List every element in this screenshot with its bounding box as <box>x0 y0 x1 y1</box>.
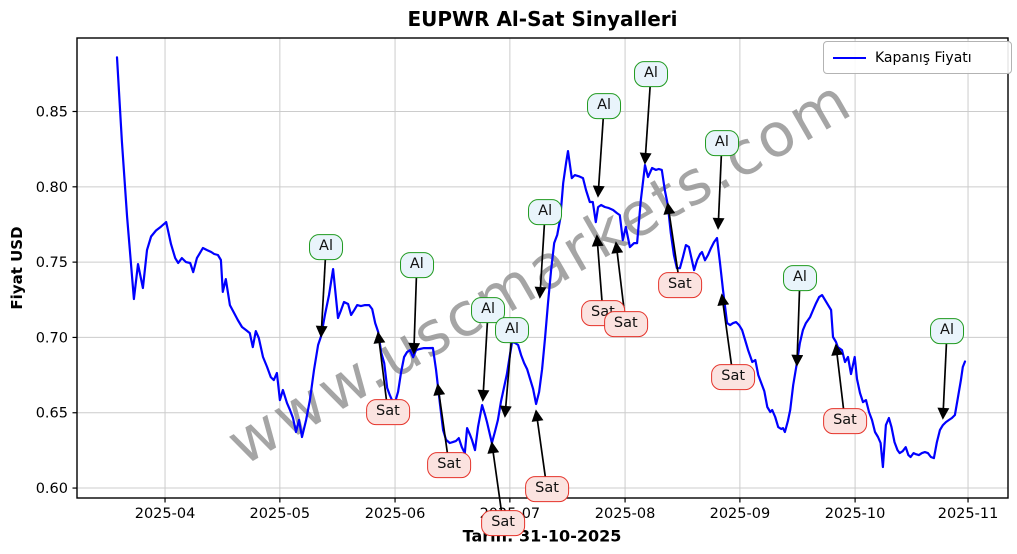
buy-signal-arrow <box>408 265 421 355</box>
price-line <box>115 56 967 469</box>
sell-signal-arrow <box>663 202 681 286</box>
y-tick-label: 0.80 <box>36 180 68 196</box>
buy-signal-annotation: Al <box>399 252 434 278</box>
y-tick-label: 0.85 <box>36 105 68 121</box>
legend: Kapanış Fiyatı <box>823 41 1012 74</box>
buy-signal-arrow <box>937 331 950 420</box>
buy-signal-annotation: Al <box>309 234 343 260</box>
y-tick-label: 0.75 <box>36 255 68 271</box>
x-tick-label: 2025-11 <box>938 506 999 522</box>
y-tick-label: 0.60 <box>36 481 68 497</box>
x-tick-label: 2025-10 <box>825 506 886 522</box>
legend-label: Kapanış Fiyatı <box>875 49 972 66</box>
buy-signal-arrow <box>791 278 804 367</box>
y-axis-label: Fiyat USD <box>8 226 26 310</box>
sell-signal-annotation: Sat <box>603 311 648 337</box>
sell-signal-annotation: Sat <box>427 452 471 478</box>
sell-signal-arrow <box>487 441 504 524</box>
sell-signal-arrow <box>373 331 389 413</box>
buy-signal-annotation: Al <box>495 317 530 343</box>
sell-signal-annotation: Sat <box>366 399 410 425</box>
buy-signal-arrow <box>315 247 328 338</box>
legend-line-swatch <box>833 56 866 59</box>
sell-signal-annotation: Sat <box>481 510 525 536</box>
buy-signal-arrow <box>477 309 490 402</box>
chart-title: EUPWR Al-Sat Sinyalleri <box>407 7 678 31</box>
buy-signal-arrow <box>712 142 725 230</box>
x-tick-label: 2025-06 <box>365 506 426 522</box>
sell-signal-arrow <box>717 293 734 378</box>
y-tick-label: 0.70 <box>36 330 68 346</box>
y-tick-label: 0.65 <box>36 406 68 422</box>
sell-signal-annotation: Sat <box>525 476 569 502</box>
buy-signal-annotation: Al <box>633 61 668 87</box>
buy-signal-arrow <box>534 212 547 299</box>
buy-signal-annotation: Al <box>704 130 739 156</box>
sell-signal-annotation: Sat <box>711 364 756 390</box>
buy-signal-annotation: Al <box>930 318 964 344</box>
buy-signal-annotation: Al <box>528 199 563 225</box>
buy-signal-annotation: Al <box>587 93 622 119</box>
buy-signal-arrow <box>592 106 605 198</box>
sell-signal-annotation: Sat <box>657 272 702 298</box>
buy-signal-annotation: Al <box>782 265 817 291</box>
sell-signal-annotation: Sat <box>823 408 867 434</box>
buy-signal-arrow <box>499 329 513 418</box>
sell-signal-arrow <box>433 383 450 466</box>
sell-signal-arrow <box>531 409 548 490</box>
x-tick-label: 2025-09 <box>710 506 771 522</box>
buy-signal-arrow <box>639 73 652 165</box>
x-tick-label: 2025-04 <box>135 506 196 522</box>
x-tick-label: 2025-08 <box>595 506 656 522</box>
x-tick-label: 2025-05 <box>250 506 311 522</box>
